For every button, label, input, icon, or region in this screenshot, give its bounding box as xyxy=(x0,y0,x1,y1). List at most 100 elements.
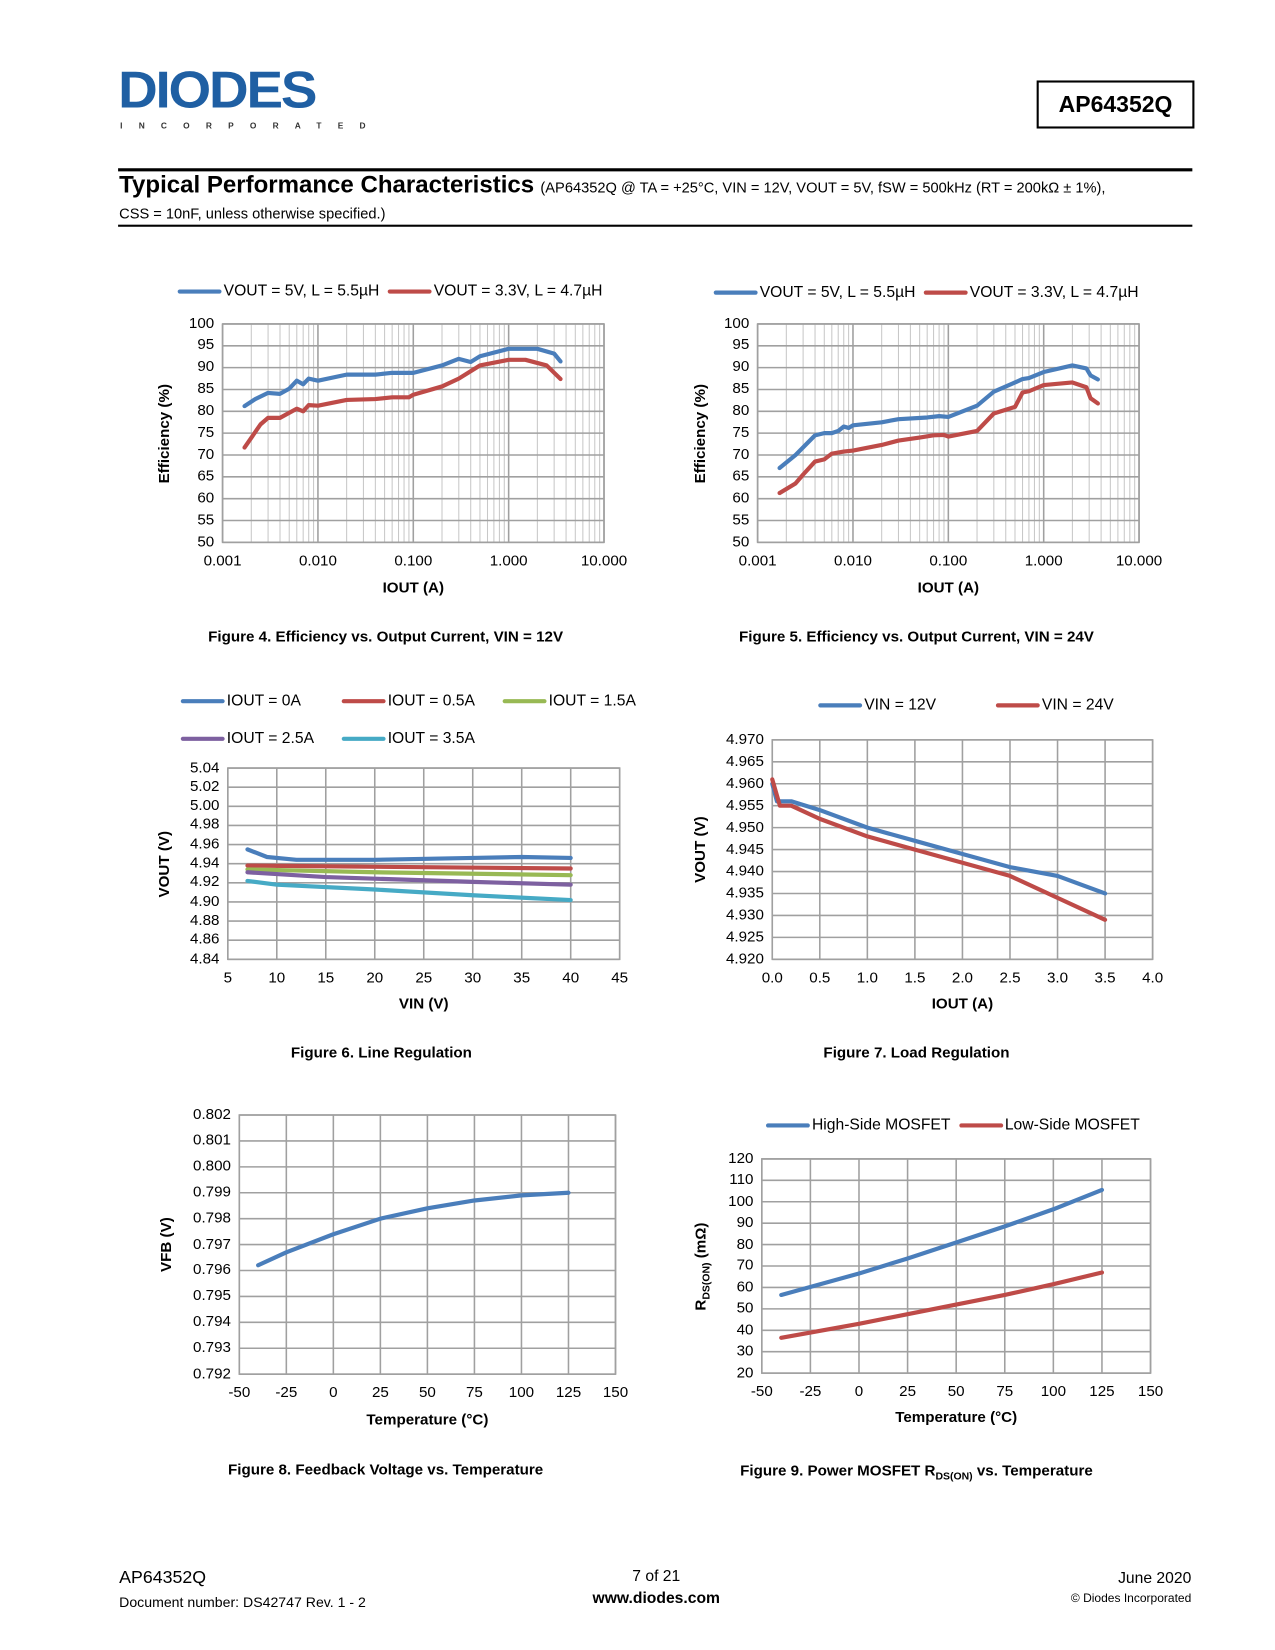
y-axis-label: RDS(ON) (mΩ) xyxy=(693,1222,716,1310)
x-tick-label: 50 xyxy=(947,1383,965,1401)
footer-part: AP64352Q xyxy=(119,1567,207,1588)
x-tick-label: 35 xyxy=(513,969,531,987)
chart-legend: High-Side MOSFET Low-Side MOSFET xyxy=(765,1116,1148,1134)
x-tick-label: -50 xyxy=(750,1383,773,1401)
x-tick-label: 0 xyxy=(329,1384,338,1402)
y-tick-label: 4.86 xyxy=(189,931,220,949)
series-line-2 xyxy=(242,357,563,450)
y-tick-label: 70 xyxy=(197,446,215,463)
legend-label: IOUT = 3.5A xyxy=(387,729,475,748)
footer-website[interactable]: www.diodes.com xyxy=(592,1589,720,1608)
y-tick-label: 0.796 xyxy=(193,1261,231,1279)
legend-swatch xyxy=(958,1122,1003,1128)
x-tick-label: 125 xyxy=(1089,1383,1115,1401)
x-tick-label: 5 xyxy=(223,969,233,987)
x-axis-label: Temperature (°C) xyxy=(895,1409,1018,1427)
y-tick-label: 60 xyxy=(736,1278,754,1296)
legend-label: VOUT = 3.3V, L = 4.7µH xyxy=(969,283,1139,301)
legend-swatch xyxy=(387,288,432,294)
x-tick-label: 20 xyxy=(366,969,384,987)
caption-tail: vs. Temperature xyxy=(972,1463,1093,1480)
y-tick-label: 4.90 xyxy=(189,893,220,910)
part-number-box: AP64352Q xyxy=(1036,80,1195,129)
plot-area xyxy=(761,1158,1152,1374)
plot-area xyxy=(756,323,1140,544)
logo-subtitle: INCORPORATED xyxy=(120,121,382,131)
plot-area xyxy=(221,323,605,544)
y-tick-label: 65 xyxy=(732,467,750,485)
legend-swatch xyxy=(341,698,386,703)
x-tick-label: 1.5 xyxy=(904,969,926,987)
x-axis-label: Temperature (°C) xyxy=(366,1411,489,1429)
x-tick-label: 25 xyxy=(371,1384,389,1402)
y-tick-label: 4.945 xyxy=(725,840,764,858)
series-line-1 xyxy=(242,346,563,409)
legend-swatch xyxy=(177,288,222,294)
y-tick-label: 4.94 xyxy=(189,854,220,872)
x-tick-label: 4.0 xyxy=(1142,969,1164,987)
x-tick-label: 15 xyxy=(317,969,335,987)
legend-item: IOUT = 0.5A xyxy=(341,691,495,710)
legend-label: VIN = 12V xyxy=(864,695,937,714)
y-tick-label: 55 xyxy=(732,511,750,529)
y-tick-label: 90 xyxy=(197,358,215,376)
legend-item: Low-Side MOSFET xyxy=(958,1116,1140,1134)
footer-doc-number: Document number: DS42747 Rev. 1 - 2 xyxy=(119,1594,366,1611)
x-tick-label: -50 xyxy=(228,1384,251,1402)
series-line-1 xyxy=(779,1187,1105,1298)
series-line-1 xyxy=(256,1190,571,1268)
x-axis-label: VIN (V) xyxy=(398,995,449,1013)
x-tick-label: 0.010 xyxy=(834,552,872,570)
y-tick-label: 120 xyxy=(728,1150,754,1167)
x-tick-label: 25 xyxy=(899,1383,917,1401)
y-tick-label: 0.793 xyxy=(193,1339,231,1357)
legend-swatch xyxy=(180,736,225,741)
x-axis-label: IOUT (A) xyxy=(917,579,980,597)
y-tick-label: 4.84 xyxy=(189,950,220,968)
footer-page: 7 of 21 xyxy=(632,1567,681,1586)
y-tick-label: 95 xyxy=(732,336,750,354)
test-conditions: (AP64352Q @ TA = +25°C, VIN = 12V, VOUT … xyxy=(540,178,1106,196)
x-tick-label: 1.000 xyxy=(1024,552,1063,570)
y-tick-label: 0.794 xyxy=(193,1313,231,1331)
y-axis-label: VOUT (V) xyxy=(156,830,173,897)
x-tick-label: 0.010 xyxy=(298,552,337,570)
x-tick-label: 25 xyxy=(415,969,433,987)
diodes-logo: DIODES xyxy=(118,60,317,120)
y-axis-label: VOUT (V) xyxy=(692,816,710,883)
legend-swatch xyxy=(180,698,225,703)
x-tick-label: -25 xyxy=(799,1383,822,1401)
y-tick-label: 4.88 xyxy=(189,912,220,929)
y-axis-label-main: R xyxy=(692,1299,710,1311)
x-tick-label: 100 xyxy=(1040,1383,1067,1401)
x-tick-label: 0.0 xyxy=(761,969,783,987)
header-rule-bottom xyxy=(118,224,1193,227)
x-tick-label: 125 xyxy=(555,1384,582,1402)
legend-item: VIN = 24V xyxy=(995,696,1165,714)
y-tick-label: 80 xyxy=(736,1235,754,1253)
y-axis-label-tail: (mΩ) xyxy=(692,1221,710,1262)
series-line-5 xyxy=(245,878,573,903)
legend-label: VOUT = 5V, L = 5.5µH xyxy=(223,282,380,300)
legend-swatch xyxy=(995,702,1040,707)
legend-item: IOUT = 0A xyxy=(180,692,334,710)
y-tick-label: 0.802 xyxy=(193,1106,231,1123)
y-tick-label: 50 xyxy=(197,533,215,551)
y-axis-label: Efficiency (%) xyxy=(156,383,173,483)
legend-item: IOUT = 3.5A xyxy=(341,729,495,748)
y-tick-label: 90 xyxy=(736,1214,754,1232)
x-tick-label: 0.100 xyxy=(394,552,433,570)
caption-sub: DS(ON) xyxy=(935,1471,973,1483)
legend-label: VOUT = 5V, L = 5.5µH xyxy=(759,283,916,301)
legend-label: IOUT = 0.5A xyxy=(387,691,475,710)
legend-item: VOUT = 3.3V, L = 4.7µH xyxy=(923,283,1139,301)
x-tick-label: 3.5 xyxy=(1094,969,1116,987)
y-axis-label-sub: DS(ON) xyxy=(701,1261,713,1300)
y-tick-label: 75 xyxy=(197,424,215,441)
x-tick-label: 10.000 xyxy=(580,552,628,570)
y-tick-label: 4.935 xyxy=(725,884,764,902)
x-tick-label: 2.5 xyxy=(999,969,1021,987)
legend-label: IOUT = 2.5A xyxy=(226,729,315,748)
y-tick-label: 95 xyxy=(197,336,215,354)
